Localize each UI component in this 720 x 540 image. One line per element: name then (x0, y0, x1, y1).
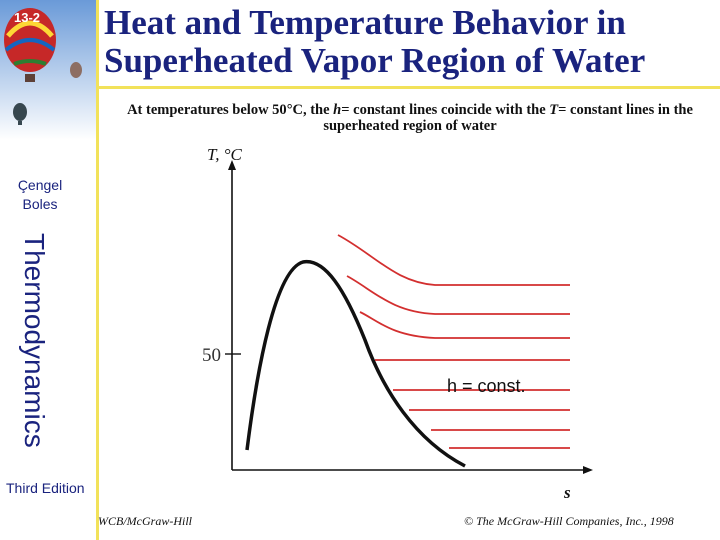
tick-label-50: 50 (202, 345, 221, 366)
hot-air-balloon-image (0, 0, 96, 140)
sidebar: 13-2 Çengel Boles Thermodynamics Third E… (0, 0, 100, 540)
horizontal-divider (96, 86, 720, 89)
h-const-line-1 (337, 234, 570, 286)
footer-publisher: WCB/McGraw-Hill (98, 514, 192, 528)
y-axis-label: T, °C (207, 145, 242, 164)
h-const-label: h = const. (447, 376, 526, 396)
h-const-line-3 (359, 311, 570, 339)
x-axis-label: s (563, 483, 571, 502)
author-names: Çengel Boles (17, 177, 63, 212)
slide-title: Heat and Temperature Behavior in Superhe… (104, 3, 646, 80)
slide-caption: At temperatures below 50°C, the h= const… (127, 102, 693, 134)
subject-title: Thermodynamics (19, 232, 50, 448)
footer-copyright: © The McGraw-Hill Companies, Inc., 1998 (464, 514, 674, 528)
vertical-divider (96, 0, 99, 540)
edition-label: Third Edition (6, 480, 85, 496)
ts-diagram: 50 T, °C s h = const. (202, 145, 593, 502)
x-axis-arrow (583, 466, 593, 474)
slide-number: 13-2 (14, 10, 41, 25)
h-const-line-2 (346, 275, 570, 315)
saturation-dome (245, 260, 466, 468)
y-axis-arrow (228, 160, 236, 170)
